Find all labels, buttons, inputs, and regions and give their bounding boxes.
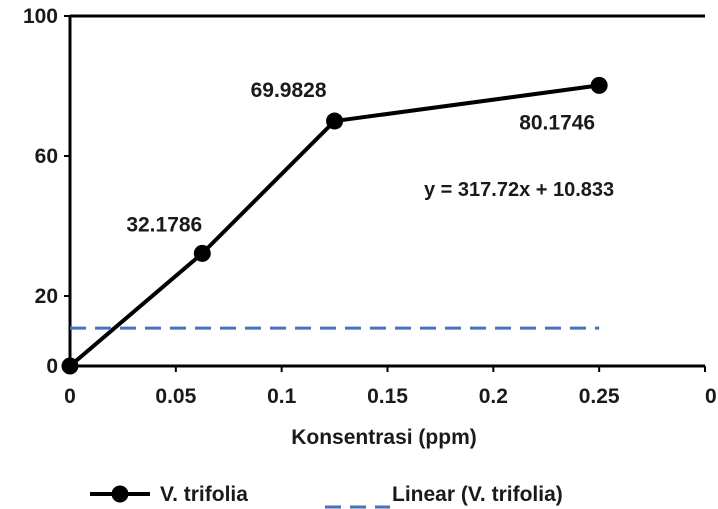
- data-point: [590, 76, 608, 94]
- x-tick-label: 0.25: [579, 385, 620, 408]
- y-tick-label: 0: [46, 355, 58, 378]
- series: [61, 76, 608, 375]
- trendline-equation: y = 317.72x + 10.833: [424, 179, 614, 201]
- y-tick-label: 20: [35, 285, 58, 308]
- legend-label-series: V. trifolia: [160, 483, 248, 506]
- legend: V. trifolia Linear (V. trifolia): [90, 483, 563, 509]
- x-axis-title: Konsentrasi (ppm): [291, 426, 477, 449]
- x-tick-label: 0.: [705, 385, 718, 408]
- x-tick-label: 0.05: [155, 385, 196, 408]
- data-labels: 32.1786 69.9828 80.1746: [126, 79, 595, 236]
- data-label: 32.1786: [126, 213, 202, 236]
- y-tick-label: 100: [23, 5, 58, 28]
- series-line: [68, 83, 600, 368]
- y-tick-label: 60: [35, 145, 58, 168]
- data-point: [61, 357, 79, 375]
- legend-label-trendline: Linear (V. trifolia): [392, 483, 563, 506]
- x-tick-label: 0.1: [267, 385, 297, 408]
- x-tick-label: 0: [64, 385, 76, 408]
- x-tick-label: 0.15: [367, 385, 408, 408]
- legend-marker-series: [111, 485, 129, 503]
- x-tick-label: 0.2: [479, 385, 508, 408]
- tick-labels: 0 0.05 0.1 0.15 0.2 0.25 0. 0 20 60 100: [23, 5, 718, 408]
- data-point: [193, 244, 211, 262]
- data-label: 80.1746: [519, 111, 595, 134]
- data-label: 69.9828: [251, 79, 327, 102]
- axes: [64, 14, 706, 372]
- data-point: [326, 112, 344, 130]
